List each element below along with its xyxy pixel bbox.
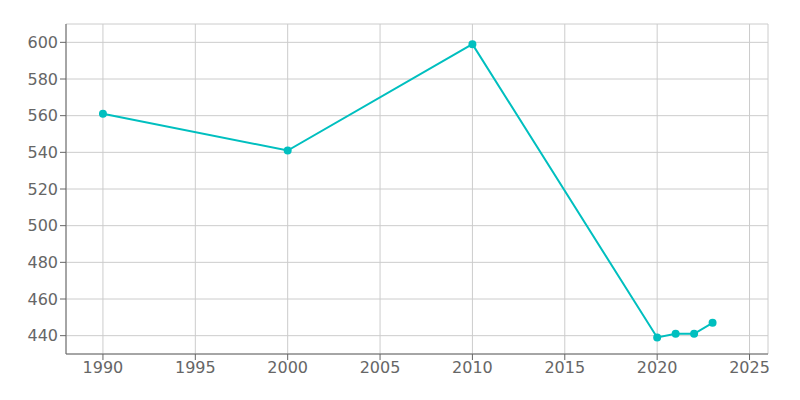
svg-text:500: 500: [27, 216, 58, 235]
svg-text:440: 440: [27, 326, 58, 345]
svg-text:2015: 2015: [544, 358, 585, 377]
svg-text:480: 480: [27, 253, 58, 272]
svg-text:2005: 2005: [360, 358, 401, 377]
svg-text:2020: 2020: [637, 358, 678, 377]
svg-text:2025: 2025: [729, 358, 770, 377]
svg-text:460: 460: [27, 290, 58, 309]
svg-text:2000: 2000: [267, 358, 308, 377]
svg-text:600: 600: [27, 33, 58, 52]
svg-text:520: 520: [27, 180, 58, 199]
svg-text:540: 540: [27, 143, 58, 162]
svg-text:1995: 1995: [175, 358, 216, 377]
svg-text:560: 560: [27, 106, 58, 125]
svg-text:1990: 1990: [83, 358, 124, 377]
svg-text:2010: 2010: [452, 358, 493, 377]
svg-text:580: 580: [27, 70, 58, 89]
